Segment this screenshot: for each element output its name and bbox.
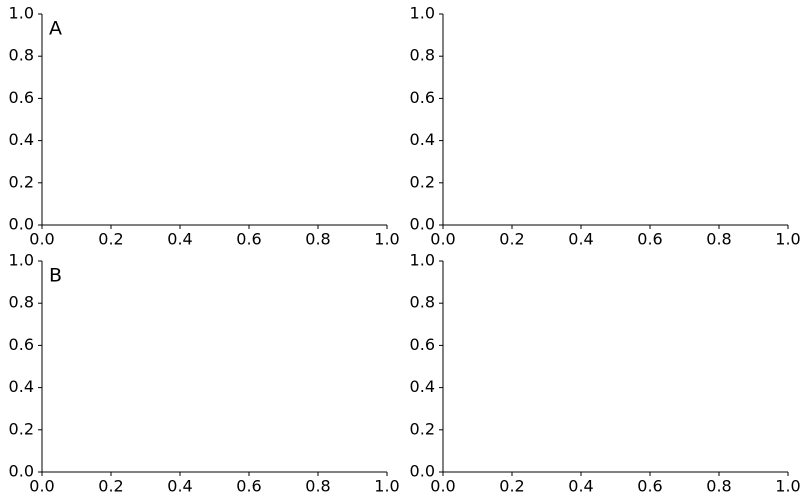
y-tick-label: 0.2 bbox=[9, 172, 34, 191]
x-tick-label: 0.4 bbox=[167, 477, 192, 496]
x-tick-label: 1.0 bbox=[775, 477, 800, 496]
x-tick-label: 0.8 bbox=[305, 477, 330, 496]
x-tick-label: 0.2 bbox=[499, 230, 524, 249]
y-tick-label: 0.4 bbox=[9, 377, 34, 396]
y-tick-label: 0.4 bbox=[410, 130, 435, 149]
x-tick-label: 0.6 bbox=[637, 477, 662, 496]
panel-label: B bbox=[49, 265, 62, 287]
x-tick-label: 0.2 bbox=[499, 477, 524, 496]
y-tick-label: 0.4 bbox=[410, 377, 435, 396]
x-tick-label: 0.2 bbox=[98, 477, 123, 496]
y-tick-label: 0.8 bbox=[410, 293, 435, 312]
x-tick-label: 0.8 bbox=[305, 230, 330, 249]
x-tick-label: 0.0 bbox=[430, 477, 455, 496]
y-tick-label: 1.0 bbox=[9, 4, 34, 23]
x-tick-label: 0.6 bbox=[637, 230, 662, 249]
x-tick-label: 0.0 bbox=[29, 477, 54, 496]
x-tick-label: 0.4 bbox=[167, 230, 192, 249]
x-tick-label: 1.0 bbox=[374, 230, 399, 249]
panel-label: A bbox=[49, 18, 62, 40]
x-tick-label: 0.8 bbox=[706, 230, 731, 249]
y-tick-label: 1.0 bbox=[410, 251, 435, 270]
x-tick-label: 0.4 bbox=[568, 477, 593, 496]
y-tick-label: 0.0 bbox=[410, 215, 435, 234]
y-tick-label: 0.8 bbox=[9, 46, 34, 65]
x-tick-label: 0.6 bbox=[236, 477, 261, 496]
x-tick-label: 0.0 bbox=[430, 230, 455, 249]
y-tick-label: 0.0 bbox=[410, 462, 435, 481]
y-tick-label: 0.8 bbox=[410, 46, 435, 65]
y-tick-label: 0.0 bbox=[9, 215, 34, 234]
y-tick-label: 1.0 bbox=[410, 4, 435, 23]
x-tick-label: 0.8 bbox=[706, 477, 731, 496]
y-tick-label: 0.6 bbox=[410, 88, 435, 107]
y-tick-label: 0.4 bbox=[9, 130, 34, 149]
y-tick-label: 0.2 bbox=[9, 419, 34, 438]
x-tick-label: 0.2 bbox=[98, 230, 123, 249]
y-tick-label: 0.2 bbox=[410, 172, 435, 191]
y-tick-label: 0.6 bbox=[9, 88, 34, 107]
x-tick-label: 0.4 bbox=[568, 230, 593, 249]
x-tick-label: 1.0 bbox=[775, 230, 800, 249]
x-tick-label: 0.0 bbox=[29, 230, 54, 249]
y-tick-label: 0.6 bbox=[410, 335, 435, 354]
y-tick-label: 0.6 bbox=[9, 335, 34, 354]
y-tick-label: 0.2 bbox=[410, 419, 435, 438]
y-tick-label: 0.8 bbox=[9, 293, 34, 312]
y-tick-label: 0.0 bbox=[9, 462, 34, 481]
x-tick-label: 0.6 bbox=[236, 230, 261, 249]
y-tick-label: 1.0 bbox=[9, 251, 34, 270]
x-tick-label: 1.0 bbox=[374, 477, 399, 496]
